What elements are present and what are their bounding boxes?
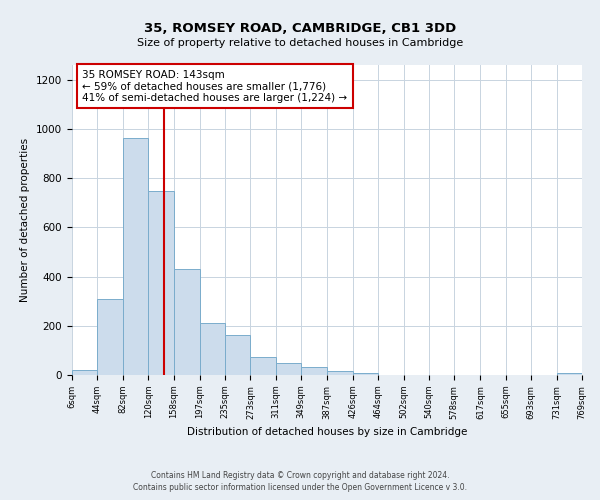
Bar [148, 191, 173, 375]
Text: 35, ROMSEY ROAD, CAMBRIDGE, CB1 3DD: 35, ROMSEY ROAD, CAMBRIDGE, CB1 3DD [144, 22, 456, 36]
Bar [301, 366, 326, 375]
Text: Contains public sector information licensed under the Open Government Licence v : Contains public sector information licen… [133, 484, 467, 492]
Bar [353, 373, 378, 375]
Bar [557, 372, 582, 375]
Bar [225, 335, 250, 375]
Y-axis label: Number of detached properties: Number of detached properties [20, 138, 31, 302]
Bar [123, 138, 148, 375]
Text: 35 ROMSEY ROAD: 143sqm
← 59% of detached houses are smaller (1,776)
41% of semi-: 35 ROMSEY ROAD: 143sqm ← 59% of detached… [82, 70, 347, 103]
Text: Contains HM Land Registry data © Crown copyright and database right 2024.: Contains HM Land Registry data © Crown c… [151, 471, 449, 480]
Bar [200, 324, 225, 375]
Bar [97, 299, 123, 375]
Bar [326, 370, 353, 375]
Text: Size of property relative to detached houses in Cambridge: Size of property relative to detached ho… [137, 38, 463, 48]
X-axis label: Distribution of detached houses by size in Cambridge: Distribution of detached houses by size … [187, 427, 467, 437]
Bar [250, 356, 276, 375]
Bar [276, 364, 301, 375]
Bar [72, 370, 97, 375]
Bar [173, 268, 200, 375]
